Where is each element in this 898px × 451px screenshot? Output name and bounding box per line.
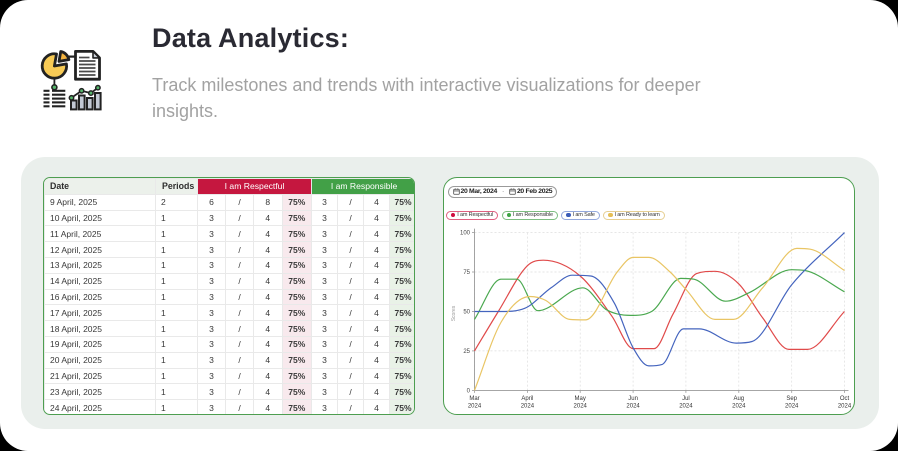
svg-text:2024: 2024 (626, 403, 640, 409)
svg-text:Aug: Aug (733, 395, 744, 401)
svg-text:25: 25 (463, 348, 470, 354)
svg-text:2024: 2024 (838, 403, 852, 409)
svg-text:Scores: Scores (451, 305, 457, 321)
svg-text:2024: 2024 (679, 403, 693, 409)
svg-text:75: 75 (463, 270, 470, 276)
svg-text:2024: 2024 (521, 403, 535, 409)
svg-text:50: 50 (463, 309, 470, 315)
svg-text:2024: 2024 (468, 403, 482, 409)
svg-text:Mar: Mar (469, 395, 479, 401)
svg-text:April: April (521, 395, 533, 401)
svg-text:Sep: Sep (786, 395, 797, 401)
svg-text:Jul: Jul (682, 395, 690, 401)
svg-text:Oct: Oct (840, 395, 850, 401)
svg-text:2024: 2024 (574, 403, 588, 409)
svg-text:2024: 2024 (732, 403, 746, 409)
svg-text:0: 0 (467, 388, 471, 394)
svg-text:2024: 2024 (785, 403, 799, 409)
svg-text:100: 100 (460, 230, 471, 236)
svg-text:Jun: Jun (628, 395, 638, 401)
svg-text:May: May (575, 395, 586, 401)
